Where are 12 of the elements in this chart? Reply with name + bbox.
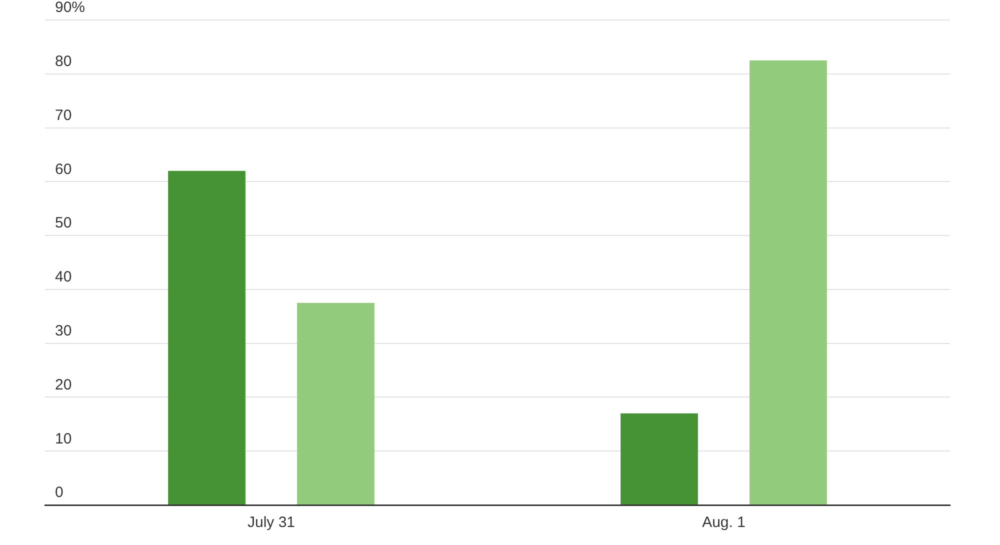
y-tick-label: 60: [55, 160, 72, 178]
y-tick-label: 40: [55, 268, 72, 286]
y-tick-label: 10: [55, 430, 72, 448]
x-tick-label: July 31: [247, 514, 296, 532]
y-tick-label: 0: [55, 484, 64, 502]
y-tick-label: 50: [55, 214, 72, 232]
x-tick-label: Aug. 1: [702, 514, 746, 532]
y-tick-label: 30: [55, 322, 72, 340]
y-tick-label: 20: [55, 376, 72, 394]
y-tick-label: 80: [55, 53, 72, 70]
y-tick-label: 70: [55, 106, 72, 124]
y-tick-label: 90%: [55, 0, 86, 16]
